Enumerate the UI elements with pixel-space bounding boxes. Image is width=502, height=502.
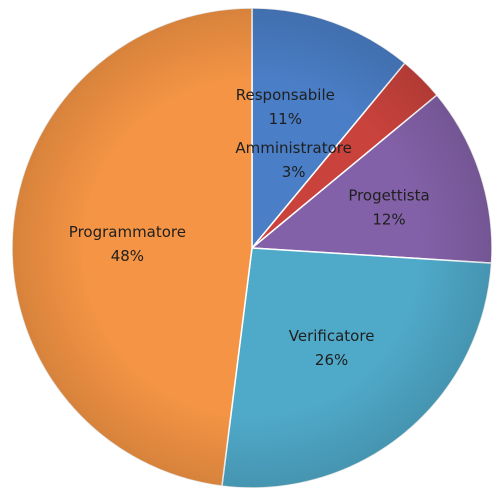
slice-label-responsabile: Responsabile: [236, 86, 335, 104]
slice-value-progettista: 12%: [372, 211, 405, 229]
slice-value-verificatore: 26%: [315, 351, 348, 369]
pie-slices: [11, 7, 493, 489]
slice-value-amministratore: 3%: [282, 163, 306, 181]
slice-label-progettista: Progettista: [348, 187, 429, 205]
pie-slice-verificatore: [221, 247, 493, 489]
slice-value-responsabile: 11%: [269, 110, 302, 128]
slice-label-amministratore: Amministratore: [235, 139, 352, 157]
slice-value-programmatore: 48%: [111, 247, 144, 265]
slice-label-verificatore: Verificatore: [289, 327, 375, 345]
slice-label-programmatore: Programmatore: [69, 223, 186, 241]
pie-labels: Responsabile 11% Amministratore 3% Progettis…: [69, 86, 430, 369]
